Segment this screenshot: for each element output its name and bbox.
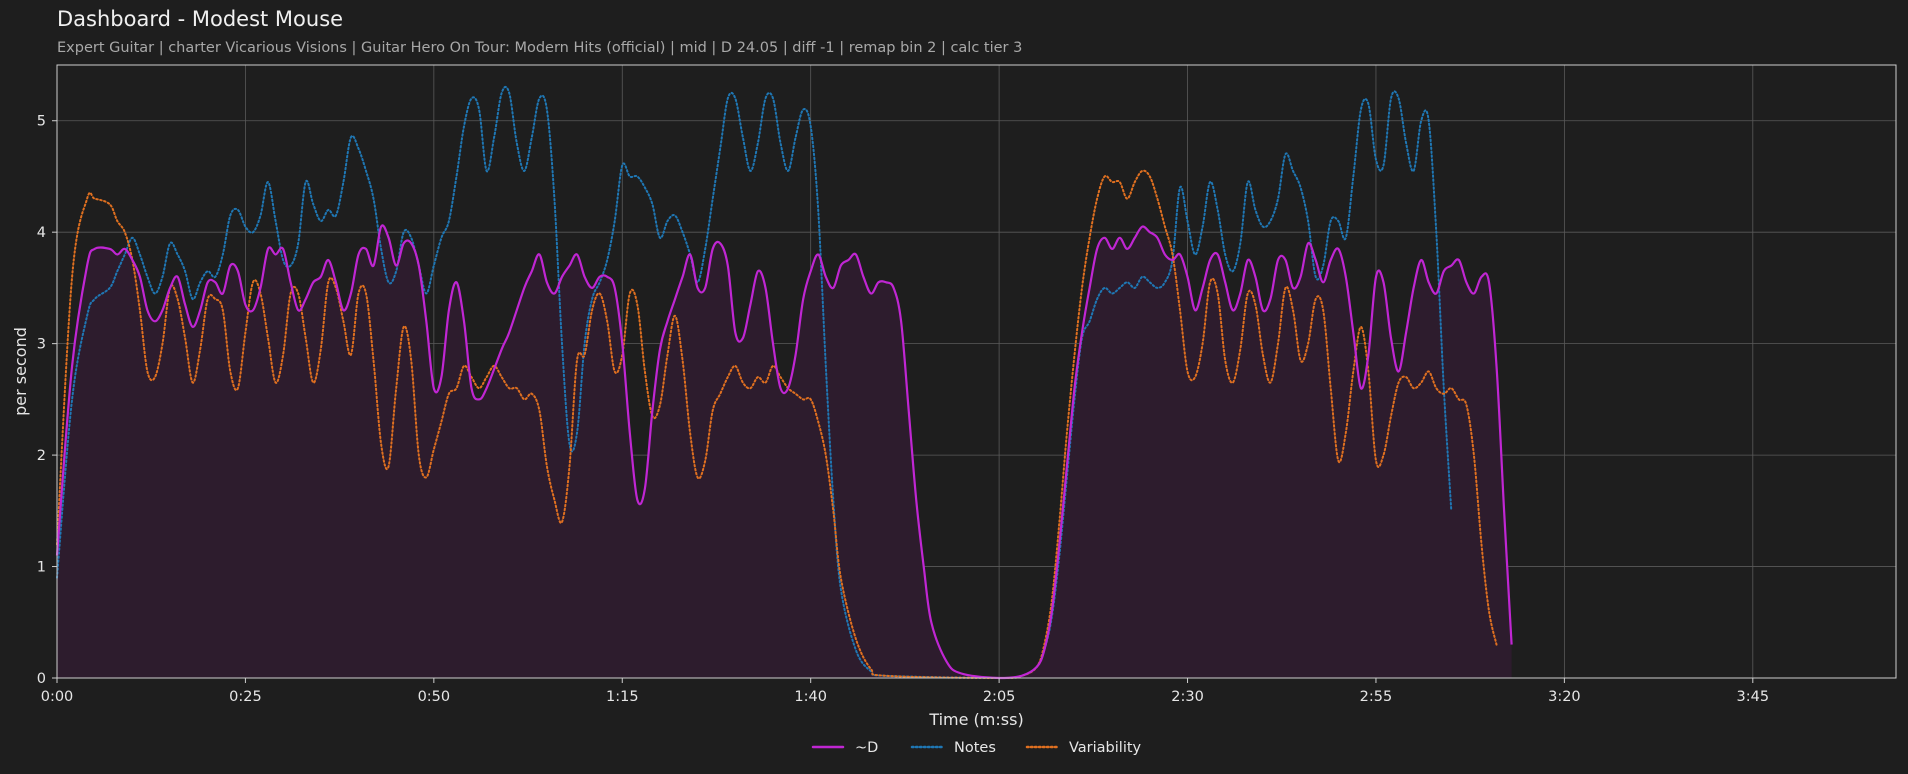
x-tick-label-3: 1:15 <box>606 689 639 705</box>
legend-label-2: Variability <box>1069 740 1142 756</box>
x-tick-label-4: 1:40 <box>794 689 827 705</box>
series-d-line <box>55 224 1513 680</box>
legend-label-1: Notes <box>954 740 996 756</box>
y-tick-label-5: 5 <box>37 114 46 130</box>
legend-label-0: ~D <box>855 740 878 756</box>
series-notes-line <box>56 85 1453 680</box>
page-subtitle: Expert Guitar | charter Vicarious Vision… <box>57 40 1023 56</box>
x-tick-label-0: 0:00 <box>41 689 74 705</box>
x-tick-label-9: 3:45 <box>1737 689 1770 705</box>
chart-legend: ~D Notes Variability <box>811 740 1142 756</box>
y-tick-label-3: 3 <box>37 337 46 353</box>
page-title: Dashboard - Modest Mouse <box>57 7 344 31</box>
x-tick-label-8: 3:20 <box>1548 689 1581 705</box>
series-d-area <box>57 225 1512 678</box>
x-axis-ticks: 0:00 0:25 0:50 1:15 1:40 2:05 2:30 2:55 3:20 3:45 <box>41 678 1769 705</box>
x-tick-label-5: 2:05 <box>983 689 1016 705</box>
x-tick-label-7: 2:55 <box>1360 689 1393 705</box>
y-tick-label-0: 0 <box>37 671 46 687</box>
x-axis-label: Time (m:ss) <box>928 710 1023 729</box>
x-tick-label-1: 0:25 <box>229 689 262 705</box>
y-axis-label: per second <box>11 327 30 416</box>
y-tick-label-4: 4 <box>37 225 46 241</box>
x-tick-label-2: 0:50 <box>418 689 451 705</box>
x-tick-label-6: 2:30 <box>1171 689 1204 705</box>
y-tick-label-1: 1 <box>37 560 46 576</box>
y-tick-label-2: 2 <box>37 448 46 464</box>
y-axis-ticks: 0 1 2 3 4 5 <box>37 114 57 687</box>
series-variability-line <box>56 169 1498 680</box>
plot-frame <box>56 64 1897 679</box>
